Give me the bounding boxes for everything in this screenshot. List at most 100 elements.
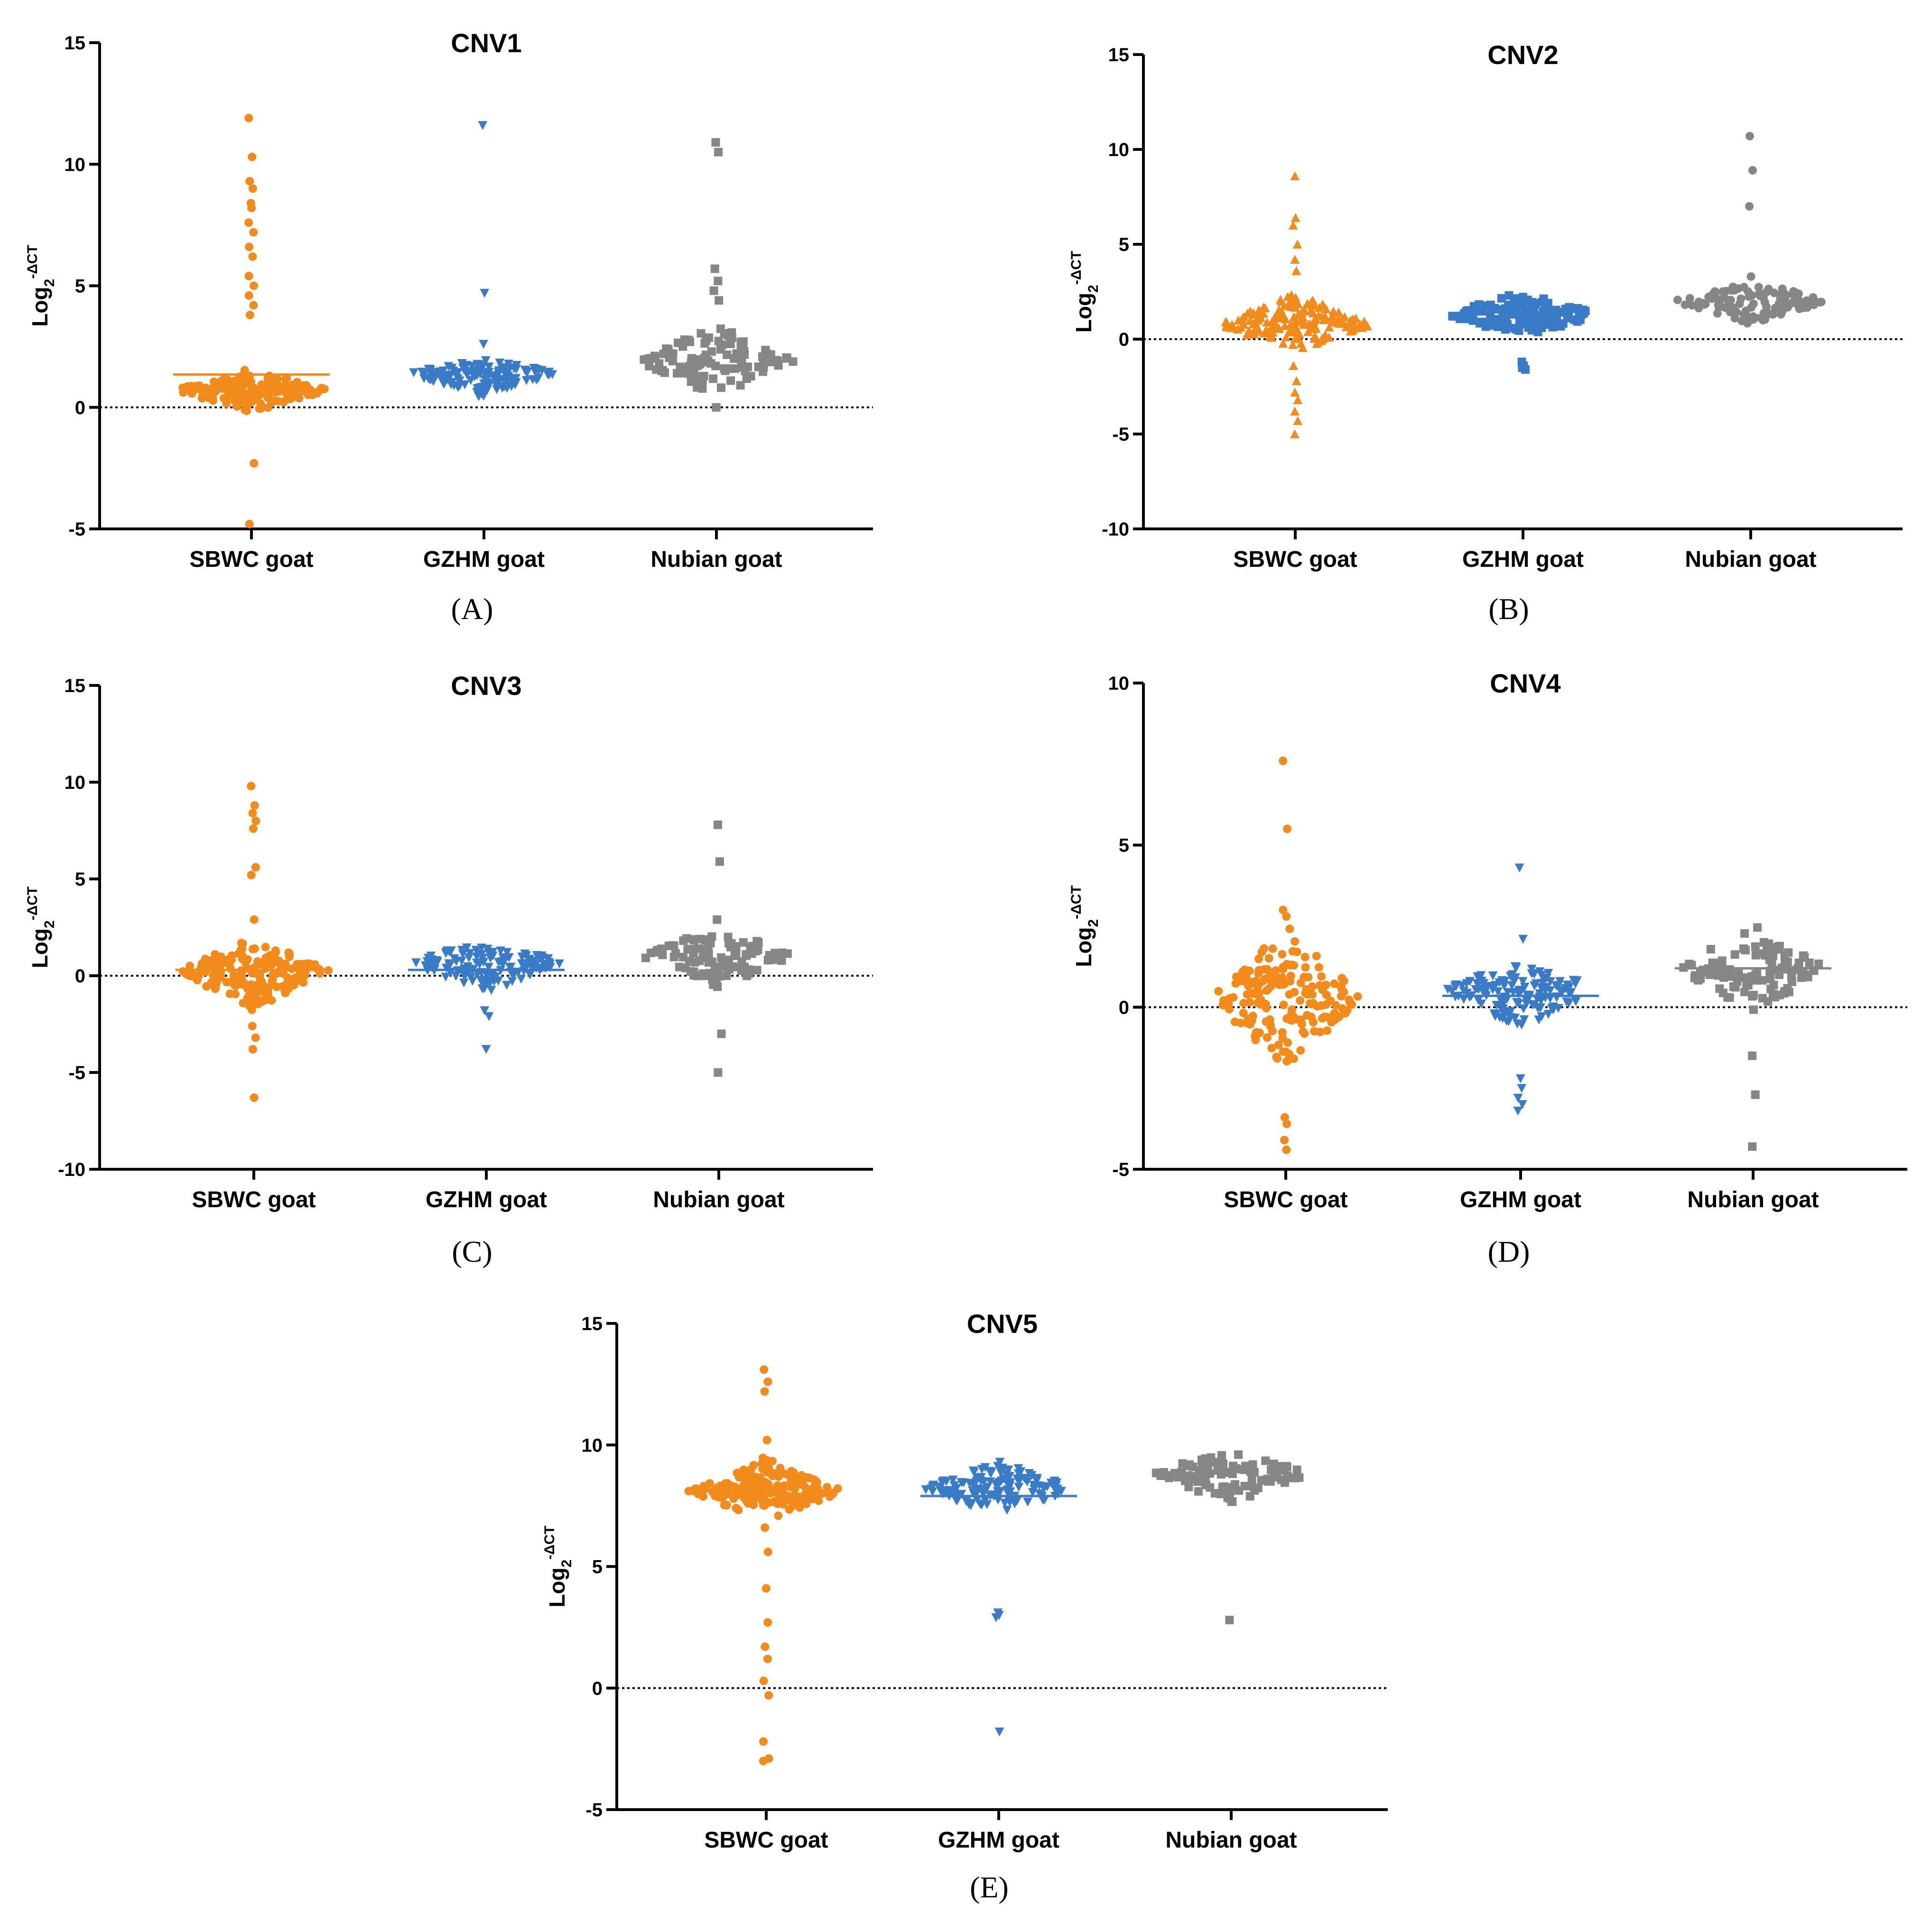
data-point bbox=[758, 352, 767, 361]
data-point bbox=[1488, 971, 1498, 980]
data-point bbox=[705, 969, 714, 978]
data-point bbox=[1463, 314, 1472, 324]
outlier-point bbox=[245, 311, 254, 319]
data-point bbox=[1513, 999, 1523, 1008]
data-point bbox=[1042, 1482, 1052, 1491]
data-point bbox=[1268, 323, 1277, 332]
data-point bbox=[1462, 979, 1471, 989]
data-point bbox=[1233, 324, 1243, 334]
data-point bbox=[1450, 981, 1460, 991]
data-point bbox=[1300, 952, 1309, 961]
data-point bbox=[678, 952, 687, 961]
data-point bbox=[1515, 305, 1524, 314]
data-point bbox=[272, 982, 281, 991]
data-point bbox=[952, 1497, 962, 1506]
data-point bbox=[506, 374, 516, 384]
data-point bbox=[645, 361, 654, 370]
outlier-point bbox=[1290, 407, 1300, 416]
outlier-point bbox=[1290, 388, 1300, 397]
data-point bbox=[1239, 320, 1249, 329]
data-point bbox=[472, 946, 482, 956]
data-point bbox=[1341, 1009, 1350, 1018]
data-point bbox=[1263, 1033, 1272, 1042]
data-point bbox=[956, 1478, 966, 1487]
data-point bbox=[1760, 298, 1769, 307]
outlier-point bbox=[247, 203, 256, 213]
outlier-point bbox=[244, 272, 253, 280]
data-point bbox=[713, 982, 722, 991]
data-point bbox=[459, 971, 469, 980]
data-point bbox=[1749, 299, 1758, 308]
data-point bbox=[1241, 1461, 1250, 1470]
data-point bbox=[1510, 962, 1520, 971]
data-point bbox=[789, 1468, 798, 1477]
outlier-point bbox=[250, 281, 258, 290]
data-point bbox=[1276, 295, 1285, 304]
data-point bbox=[1759, 938, 1768, 947]
data-point bbox=[673, 369, 682, 378]
series-gzhm-goat bbox=[1448, 291, 1590, 374]
data-point bbox=[1247, 1016, 1256, 1025]
data-point bbox=[1355, 319, 1365, 328]
data-point bbox=[734, 962, 743, 971]
category-label: GZHM goat bbox=[426, 1187, 547, 1212]
data-point bbox=[1323, 1026, 1332, 1035]
data-point bbox=[1537, 971, 1546, 980]
data-point bbox=[1318, 333, 1328, 342]
y-axis-label: Log2-ΔCT bbox=[25, 245, 57, 327]
data-point bbox=[1040, 1495, 1049, 1505]
data-point bbox=[1758, 994, 1767, 1003]
data-point bbox=[705, 1479, 714, 1488]
data-point bbox=[274, 397, 283, 406]
data-point bbox=[736, 381, 745, 390]
data-point bbox=[277, 964, 286, 973]
outlier-point bbox=[248, 1022, 257, 1031]
data-point bbox=[1310, 331, 1320, 341]
outlier-point bbox=[1279, 757, 1288, 765]
data-point bbox=[771, 1498, 780, 1507]
data-point bbox=[1267, 1044, 1276, 1053]
data-point bbox=[744, 965, 753, 974]
data-point bbox=[1263, 985, 1272, 994]
series-nubian-goat bbox=[1673, 132, 1826, 328]
data-point bbox=[1225, 1005, 1234, 1014]
data-point bbox=[478, 953, 488, 963]
data-point bbox=[721, 1483, 729, 1492]
data-point bbox=[691, 355, 700, 364]
category-label: SBWC goat bbox=[1233, 547, 1357, 572]
data-point bbox=[1473, 996, 1483, 1005]
panel-cnv4: -5 0 5 10 SBWC goat GZHM goat Nubian goat CNV4 L… bbox=[1068, 668, 1907, 1212]
data-point bbox=[699, 371, 708, 380]
data-point bbox=[187, 969, 196, 978]
data-point bbox=[1013, 1464, 1023, 1473]
data-point bbox=[1282, 1057, 1291, 1066]
data-point bbox=[1727, 284, 1736, 293]
data-point bbox=[980, 1496, 990, 1505]
data-point bbox=[1459, 995, 1469, 1004]
data-point bbox=[446, 380, 456, 389]
data-point bbox=[1012, 1474, 1022, 1484]
data-point bbox=[1265, 332, 1275, 341]
series-gzhm-goat bbox=[1442, 863, 1599, 1116]
data-point bbox=[760, 1481, 768, 1490]
data-point bbox=[1283, 1471, 1292, 1480]
outlier-point bbox=[760, 1387, 769, 1396]
outlier-point bbox=[1293, 416, 1303, 425]
data-point bbox=[1291, 937, 1300, 946]
data-point bbox=[658, 366, 667, 375]
data-point bbox=[1285, 990, 1294, 999]
data-point bbox=[1236, 1018, 1245, 1027]
data-point bbox=[668, 941, 677, 950]
outlier-point bbox=[994, 1728, 1004, 1737]
outlier-point bbox=[251, 863, 260, 872]
data-point bbox=[247, 378, 255, 386]
outlier-point bbox=[480, 288, 490, 298]
data-point bbox=[248, 944, 257, 953]
outlier-point bbox=[1513, 1107, 1523, 1116]
data-point bbox=[510, 364, 519, 373]
data-point bbox=[1513, 1019, 1522, 1029]
outlier-point bbox=[251, 1033, 260, 1042]
data-point bbox=[517, 959, 527, 969]
data-point bbox=[1743, 319, 1752, 328]
outlier-point bbox=[1280, 1113, 1289, 1122]
